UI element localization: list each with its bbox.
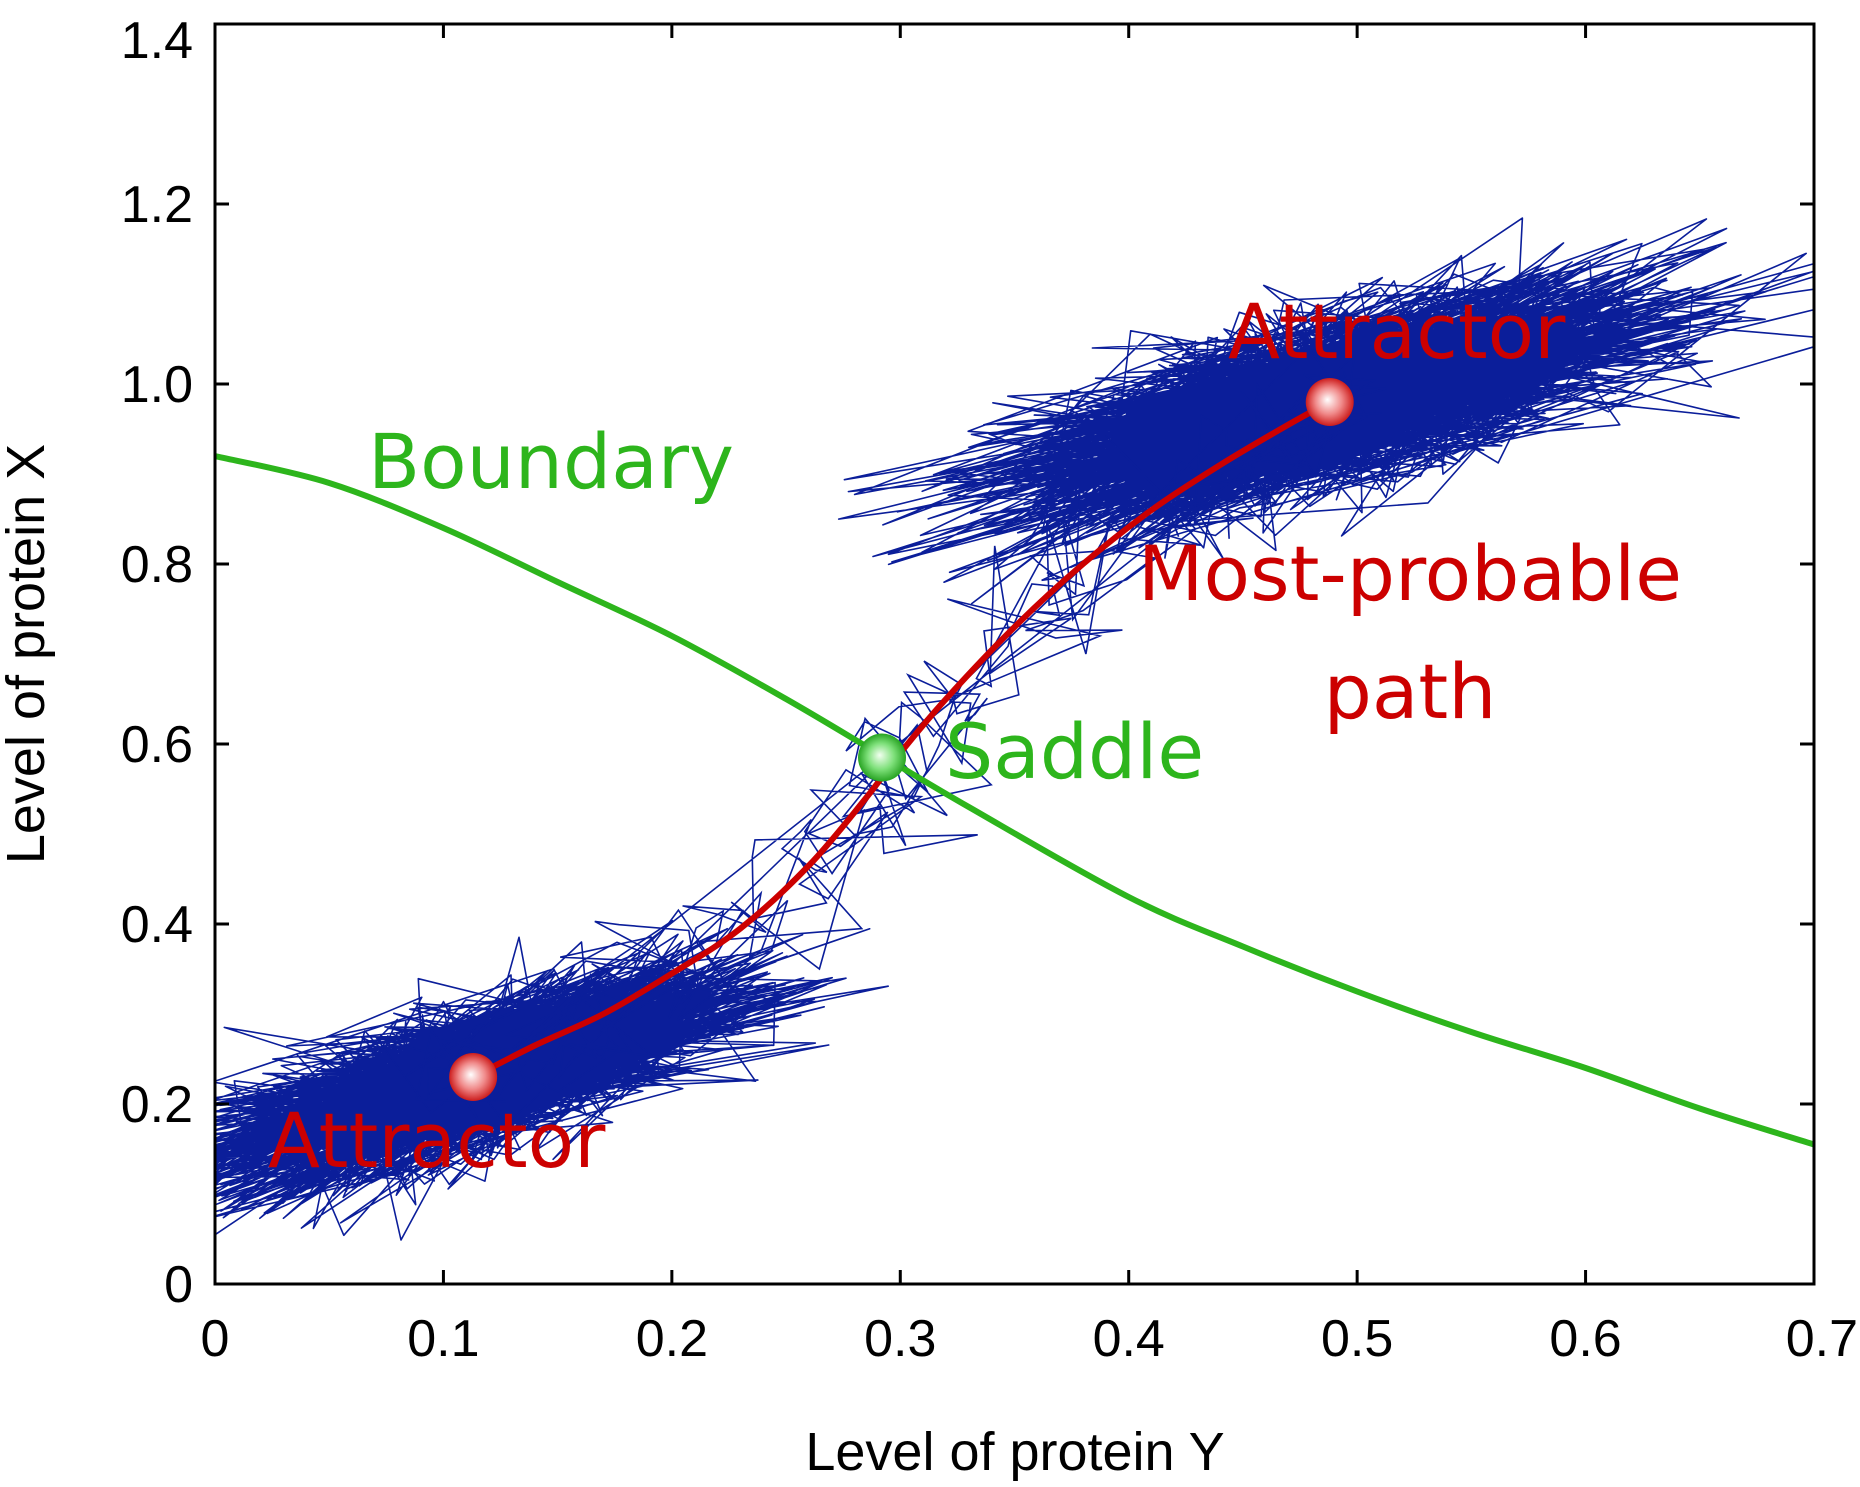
trajectory-cluster-1 xyxy=(215,919,889,1241)
x-tick-label: 0.6 xyxy=(1549,1310,1621,1368)
x-tick-label: 0.3 xyxy=(864,1310,936,1368)
y-tick-label: 1.0 xyxy=(121,356,193,414)
boundary-label: Boundary xyxy=(368,417,734,506)
attractor-point-1 xyxy=(449,1053,498,1101)
fixed-points-layer xyxy=(449,378,1354,1101)
y-tick-label: 0.4 xyxy=(121,896,193,954)
attractor-bottom-label: Attractor xyxy=(268,1096,606,1185)
trajectory-transition xyxy=(373,346,1387,1127)
saddle-point-3 xyxy=(858,733,907,782)
plot-frame xyxy=(213,22,1816,1286)
x-tick-label: 0.4 xyxy=(1093,1310,1165,1368)
y-tick-label: 0.2 xyxy=(121,1076,193,1134)
boundary-curve-layer xyxy=(215,453,1814,1148)
y-tick-label: 0 xyxy=(164,1256,193,1314)
path-label-line1: Most-probable xyxy=(1138,529,1682,618)
annotations: Boundary Saddle Attractor Attractor Most… xyxy=(268,287,1682,1185)
y-tick-label: 1.4 xyxy=(121,12,193,70)
path-label-line2: path xyxy=(1324,647,1497,736)
boundary-curve xyxy=(215,453,1814,1148)
y-tick-label: 0.8 xyxy=(121,536,193,594)
y-tick-label: 0.6 xyxy=(121,716,193,774)
x-tick-label: 0.7 xyxy=(1786,1310,1858,1368)
y-tick-label: 1.2 xyxy=(121,176,193,234)
x-tick-label: 0.1 xyxy=(407,1310,479,1368)
attractor-top-label: Attractor xyxy=(1228,287,1566,376)
x-tick-label: 0.2 xyxy=(636,1310,708,1368)
y-axis-title: Level of protein X xyxy=(0,444,56,864)
saddle-label: Saddle xyxy=(945,707,1204,796)
x-tick-label: 0.5 xyxy=(1321,1310,1393,1368)
x-tick-label: 0 xyxy=(201,1310,230,1368)
attractor-point-2 xyxy=(1305,378,1354,426)
x-axis-title: Level of protein Y xyxy=(805,1422,1224,1482)
axes: 0 0.1 0.2 0.3 0.4 0.5 0.6 0.7 0 0.2 0.4 0.6 0.8 1.0 1.… xyxy=(121,12,1858,1368)
